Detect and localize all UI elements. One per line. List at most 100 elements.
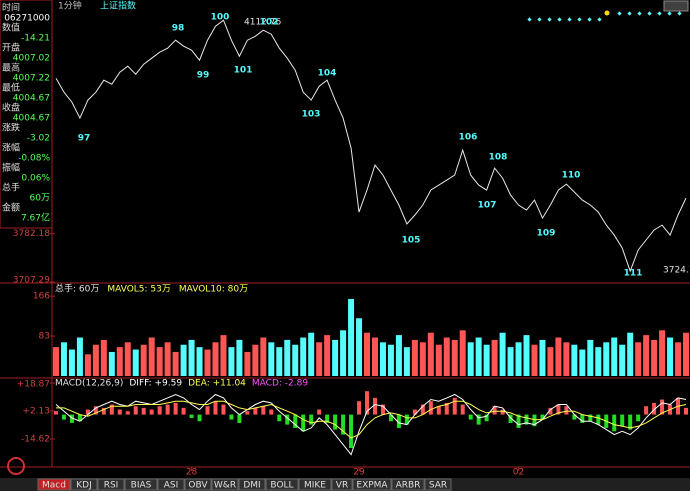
volume-header: 总手: 60万 <box>55 283 99 295</box>
volume-bar <box>435 344 442 376</box>
macd-bar <box>269 409 274 415</box>
tab[interactable] <box>238 478 266 491</box>
macd-line <box>55 393 687 456</box>
macd-header: DIFF: +9.59 <box>129 379 182 389</box>
macd-bar <box>372 397 377 415</box>
tab-label[interactable]: BOLL <box>270 481 293 491</box>
volume-bar <box>228 347 235 376</box>
wave-label: 97 <box>78 134 91 144</box>
volume-bar <box>659 330 666 376</box>
tab[interactable] <box>184 478 212 491</box>
macd-bar <box>197 414 202 422</box>
tab[interactable] <box>97 478 125 491</box>
volume-bar <box>300 337 307 376</box>
macd-bar <box>277 414 282 422</box>
macd-bar <box>173 402 178 415</box>
tab[interactable] <box>265 478 299 491</box>
info-label: 时间 <box>2 2 20 14</box>
tab[interactable] <box>391 478 425 491</box>
macd-bar <box>293 414 298 428</box>
tab[interactable] <box>331 478 353 491</box>
wave-label: 102 <box>260 18 279 28</box>
macd-bar <box>516 414 521 428</box>
macd-bar <box>333 414 338 430</box>
macd-bar <box>508 414 513 423</box>
y-tick-label: -14.62 <box>21 434 50 444</box>
macd-bar <box>157 406 162 415</box>
volume-bar <box>483 344 490 376</box>
wave-label: 107 <box>478 201 497 211</box>
macd-bar <box>556 404 561 415</box>
tab-label[interactable]: EXPMA <box>356 481 388 491</box>
wave-label: 109 <box>537 229 556 239</box>
tab-label[interactable]: RSI <box>104 481 119 491</box>
tab[interactable] <box>424 478 452 491</box>
volume-bar <box>643 335 650 376</box>
info-label: 振幅 <box>2 162 20 174</box>
wave-label: 106 <box>459 133 478 143</box>
tab-label[interactable]: W&R <box>214 481 236 491</box>
macd-bar <box>404 414 409 425</box>
tab[interactable] <box>157 478 185 491</box>
tab-label[interactable]: MIKE <box>304 481 326 491</box>
volume-bar <box>340 330 347 376</box>
volume-bar <box>587 339 594 376</box>
volume-bar <box>212 342 219 376</box>
macd-bar <box>205 406 210 415</box>
tab-label[interactable]: SAR <box>429 481 447 491</box>
macd-bar <box>612 414 617 432</box>
volume-header: MAVOL5: 53万 <box>107 285 171 295</box>
volume-bar <box>68 349 75 376</box>
volume-bar <box>395 335 402 376</box>
tab[interactable] <box>37 478 71 491</box>
price-line <box>55 19 687 273</box>
macd-bar <box>301 414 306 432</box>
volume-bar <box>108 351 115 376</box>
info-label: 开盘 <box>2 42 20 54</box>
volume-bar <box>595 347 602 376</box>
volume-bar <box>204 349 211 376</box>
volume-bar <box>148 337 155 376</box>
volume-bar <box>332 339 339 376</box>
macd-bar <box>229 414 234 420</box>
tab-label[interactable]: OBV <box>188 481 208 491</box>
volume-bar <box>523 335 530 376</box>
tab-label[interactable]: Macd <box>42 481 66 491</box>
tab[interactable] <box>70 478 98 491</box>
macd-bar <box>141 407 146 415</box>
volume-bar <box>651 339 658 376</box>
info-value: -0.08% <box>18 154 50 164</box>
tab[interactable] <box>352 478 392 491</box>
volume-bar <box>124 342 131 376</box>
tab-label[interactable]: DMI <box>243 481 260 491</box>
macd-bar <box>245 411 250 415</box>
tab-label[interactable]: ARBR <box>396 481 421 491</box>
y-tick-label: 166 <box>33 292 50 302</box>
macd-bar <box>580 414 585 423</box>
wave-label: 108 <box>489 153 508 163</box>
tab-label[interactable]: VR <box>336 481 348 491</box>
macd-bar <box>684 407 689 415</box>
tab[interactable] <box>211 478 239 491</box>
macd-bar <box>388 414 393 422</box>
volume-bar <box>451 339 458 376</box>
tab-label[interactable]: BIAS <box>131 481 152 491</box>
wave-label: 100 <box>211 13 230 23</box>
info-value: 60万 <box>30 194 50 204</box>
period: 1分钟 <box>58 0 82 12</box>
tab[interactable] <box>124 478 158 491</box>
volume-bar <box>675 342 682 376</box>
tab-label[interactable]: KDJ <box>76 481 92 491</box>
macd-bar <box>492 406 497 415</box>
tab[interactable] <box>298 478 332 491</box>
tab-label[interactable]: ASI <box>164 481 179 491</box>
macd-bar <box>117 409 122 415</box>
wave-label: 111 <box>624 269 643 279</box>
macd-bar <box>85 409 90 415</box>
window-button[interactable] <box>663 0 689 12</box>
wave-label: 4112.76 <box>244 18 281 28</box>
macd-bar <box>357 401 362 415</box>
macd-bar <box>133 406 138 415</box>
info-value: -14.21 <box>21 34 50 44</box>
